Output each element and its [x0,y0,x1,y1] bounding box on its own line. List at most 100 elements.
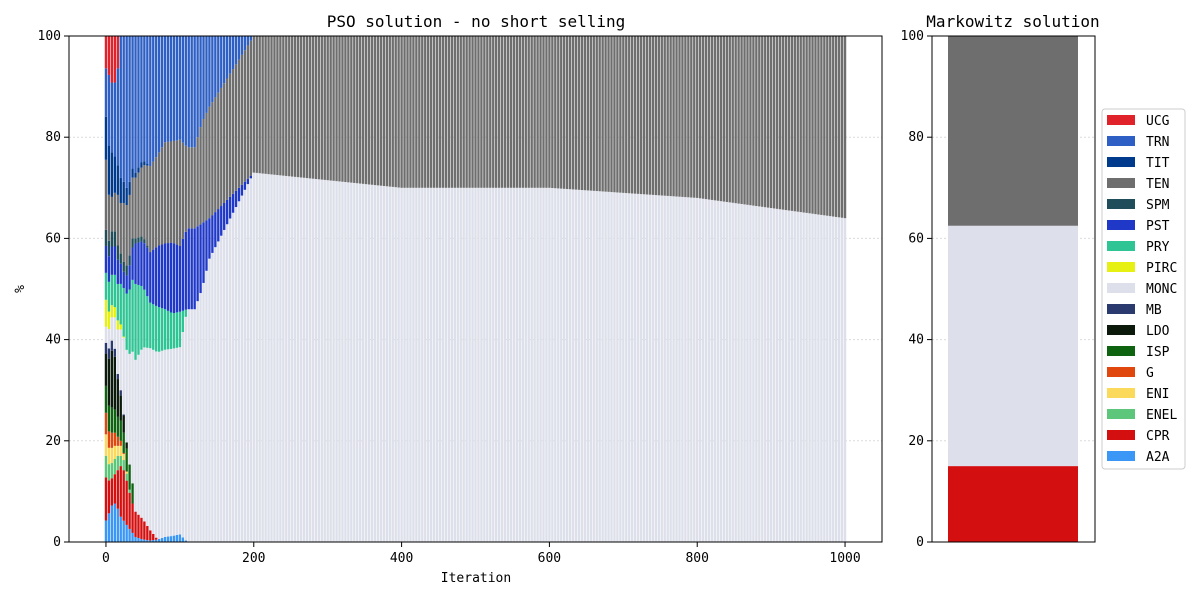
pso-bar-ten [435,36,439,188]
pso-bar-ten [459,36,462,188]
pso-bar-monc [775,208,779,542]
pso-bar-ten [793,36,796,212]
pso-bar-monc [483,187,486,543]
pso-bar-monc [660,195,663,543]
pso-bar-monc [811,213,814,542]
pso-bar-spm [137,237,140,243]
pso-bar-monc [610,192,613,543]
pso-bar-ten [554,36,557,189]
pso-bar-trn [149,36,152,167]
pso-bar-ten [320,36,323,180]
pso-bar-monc [113,317,117,349]
pso-bar-monc [119,329,122,391]
pso-bar-monc [468,187,471,543]
pso-bar-monc [465,187,468,543]
pso-bar-spm [131,238,134,248]
pso-bar-ten [607,36,610,192]
pso-bar-trn [231,36,235,70]
pso-bar-ten [589,36,592,191]
pso-bar-monc [474,187,477,543]
pso-bar-ten [568,36,572,190]
pso-bar-isp [110,407,114,433]
pso-bar-trn [155,36,158,158]
pso-bar-isp [125,448,128,472]
pso-bar-monc [648,194,652,542]
pso-bar-monc [604,191,607,542]
legend-swatch-mb [1107,304,1135,314]
pso-bar-trn [249,36,252,41]
pso-bar-ten [293,36,297,177]
pso-bar-ldo [116,379,119,417]
pso-bar-monc [302,177,306,542]
pso-bar-monc [495,187,498,543]
pso-bar-monc [293,176,297,542]
pso-bar-enel [119,455,122,467]
pso-bar-monc [761,206,764,542]
pso-bar-a2a [110,505,114,542]
pso-bar-mb [110,340,114,351]
pso-bar-monc [143,347,146,522]
pso-bar-a2a [134,536,137,542]
pso-bar-pst [178,245,182,312]
pso-bar-a2a [104,520,108,542]
pso-bar-ten [790,36,794,211]
pso-bar-ten [565,36,569,190]
pso-bar-ten [492,36,495,188]
pso-bar-trn [190,36,193,148]
pso-bar-tit [113,156,117,193]
pso-bar-ten [146,165,149,246]
pso-bar-monc [338,181,341,543]
pso-bar-ten [160,147,164,245]
pso-x-tick-label: 800 [685,551,708,566]
pso-bar-pst [196,226,199,302]
pso-bar-trn [225,36,229,79]
pso-bar-ten [503,36,507,188]
pso-bar-ten [107,194,111,241]
pso-bar-monc [314,179,318,542]
pso-bar-monc [814,214,817,543]
pso-bar-monc [237,201,241,543]
pso-bar-trn [166,36,170,142]
pso-bar-ten [184,145,187,232]
pso-bar-monc [586,190,590,542]
pso-bar-ten [202,118,205,223]
pso-bar-ten [832,36,835,217]
pso-bar-monc [486,187,489,543]
pso-bar-ten [775,36,779,209]
pso-bar-ten [453,36,456,188]
legend-label-enel: ENEL [1146,408,1177,423]
pso-bar-monc [548,187,551,543]
pso-y-tick-label: 60 [45,231,61,246]
pso-bar-monc [542,187,545,543]
pso-bar-ten [382,36,386,186]
pso-bar-ten [418,36,421,188]
pso-bar-monc [574,189,578,542]
pso-bar-monc [672,196,675,543]
pso-bar-monc [397,187,400,542]
pso-bar-ten [604,36,607,192]
pso-bar-eni [110,447,114,464]
pso-bar-ten [663,36,666,196]
pso-bar-monc [784,210,788,542]
pso-y-ticks: 0 20 40 60 80 100 [38,29,69,550]
pso-bar-ten [829,36,832,217]
pso-bar-ten [314,36,318,179]
pso-bar-pst [246,178,250,185]
pso-bar-ten [152,161,155,250]
pso-bar-ten [252,36,255,173]
legend-swatch-ldo [1107,325,1135,335]
pso-bar-ldo [107,358,111,406]
pso-bar-cpr [149,530,152,541]
pso-bar-spm [146,245,149,248]
pso-bar-pry [184,309,187,317]
pso-bar-spm [140,236,143,242]
pso-bar-ten [116,194,119,246]
pso-bar-monc [471,187,474,543]
pso-bar-ten [326,36,329,181]
pso-bar-monc [160,350,164,538]
pso-bar-ten [571,36,575,190]
pso-bar-trn [169,36,173,142]
legend-swatch-isp [1107,346,1135,356]
pso-bar-monc [834,216,838,542]
pso-bar-monc [190,309,193,542]
